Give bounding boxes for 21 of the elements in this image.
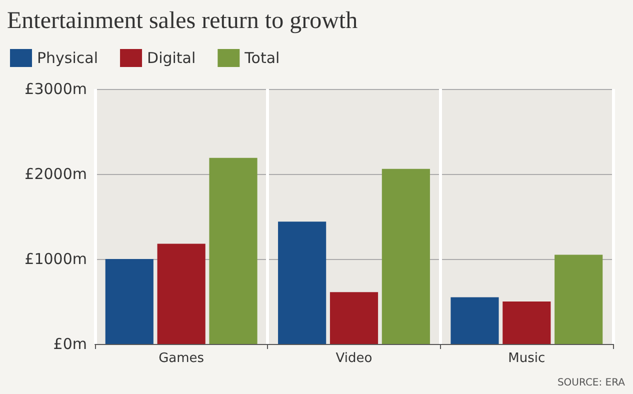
legend-label: Physical [37, 49, 98, 67]
bar [554, 254, 603, 344]
y-tick-label: £1000m [24, 250, 87, 268]
bar [502, 302, 551, 344]
y-tick-label: £3000m [24, 80, 87, 98]
source-note: SOURCE: ERA [557, 378, 626, 388]
x-tick-label: Video [336, 351, 372, 366]
x-tick-label: Games [158, 351, 204, 366]
bar [209, 158, 258, 344]
bar [105, 259, 154, 344]
y-tick-label: £2000m [24, 165, 87, 183]
bar [157, 244, 206, 344]
chart-title: Entertainment sales return to growth [7, 8, 358, 34]
bar [278, 222, 326, 344]
legend-label: Total [244, 49, 280, 67]
bar [382, 168, 430, 344]
legend-label: Digital [147, 49, 196, 67]
x-tick-label: Music [508, 351, 546, 366]
bar [330, 292, 378, 344]
y-tick-label: £0m [53, 335, 87, 353]
bar [450, 297, 499, 344]
